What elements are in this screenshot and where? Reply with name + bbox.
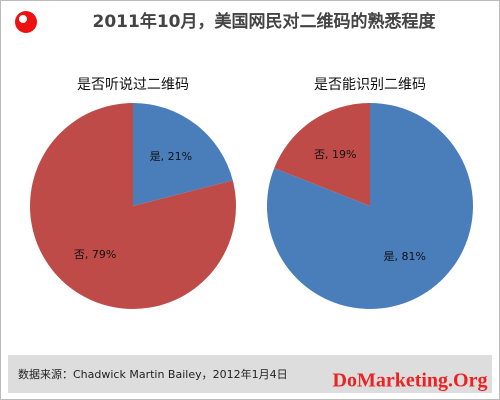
pie-slice [274,103,370,206]
page-title: 2011年10月，美国网民对二维码的熟悉程度 [93,11,437,32]
logo-circle [15,11,37,33]
logo [15,11,37,33]
slice-label: 是, 21% [150,150,192,163]
slice-label: 否, 19% [314,148,356,161]
pie-slice [133,103,233,206]
watermark: DoMarketing.Org [333,370,488,392]
pie-title: 是否能识别二维码 [314,77,426,93]
pie-slice [29,103,237,309]
footer-bar [8,355,492,393]
slice-label: 否, 79% [74,248,116,261]
logo-eye [19,15,27,23]
slice-label: 是, 81% [384,250,426,263]
pie-title: 是否听说过二维码 [77,77,189,93]
source: 数据来源：Chadwick Martin Bailey，2012年1月4日 [18,367,288,381]
